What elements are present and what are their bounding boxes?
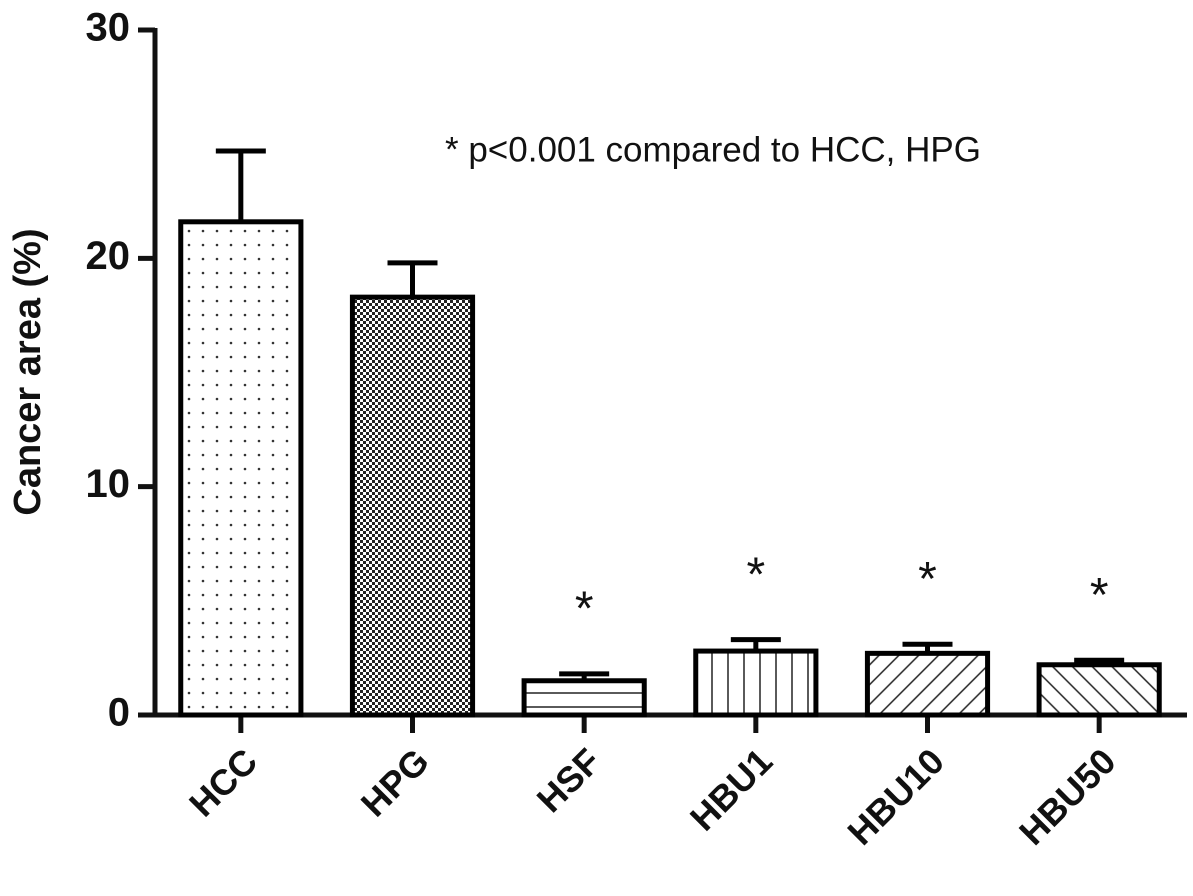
bar <box>521 678 647 718</box>
bar <box>349 294 476 718</box>
significance-marker: * <box>746 548 765 601</box>
annotation: * p<0.001 compared to HCC, HPG <box>445 130 981 169</box>
bar <box>693 648 819 718</box>
x-tick-label: HBU10 <box>839 740 951 852</box>
significance-marker: * <box>1090 569 1109 622</box>
bar <box>1036 662 1162 718</box>
x-tick-label: HBU1 <box>682 740 780 838</box>
x-tick-label: HBU50 <box>1011 740 1123 852</box>
y-axis-label: Cancer area (%) <box>7 228 49 515</box>
x-tick-label: HCC <box>181 740 265 824</box>
bar <box>864 650 991 718</box>
bar <box>178 219 304 718</box>
y-tick-label: 20 <box>86 234 131 278</box>
y-tick-label: 10 <box>86 462 131 506</box>
y-tick-label: 0 <box>108 691 130 735</box>
y-tick-label: 30 <box>86 6 131 50</box>
significance-marker: * <box>918 553 937 606</box>
x-tick-label: HSF <box>529 740 609 820</box>
significance-marker: * <box>575 583 594 636</box>
x-tick-label: HPG <box>353 740 437 824</box>
